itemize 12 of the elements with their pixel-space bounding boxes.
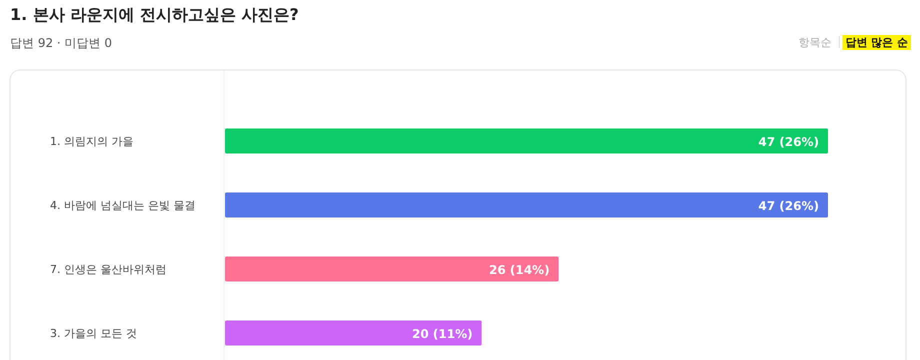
data-label: 47 (26%) xyxy=(758,199,819,213)
text: 항목순 xyxy=(798,36,832,49)
y-tick-label: 3. 가을의 모든 것 xyxy=(50,327,137,340)
text: 답변 92 · 미답변 0 xyxy=(10,36,112,50)
data-label: 47 (26%) xyxy=(758,135,819,149)
y-tick-label: 7. 인생은 울산바위처럼 xyxy=(50,263,166,276)
data-label: 26 (14%) xyxy=(488,263,550,277)
y-tick-label: 1. 의림지의 가을 xyxy=(50,135,134,148)
data-label: 20 (11%) xyxy=(412,327,473,341)
text: 답변 많은 순 xyxy=(845,36,908,49)
y-tick-label: 4. 바람에 넘실대는 은빛 물결 xyxy=(50,199,196,212)
chart-title: 1. 본사 라운지에 전시하고싶은 사진은? xyxy=(10,5,299,24)
